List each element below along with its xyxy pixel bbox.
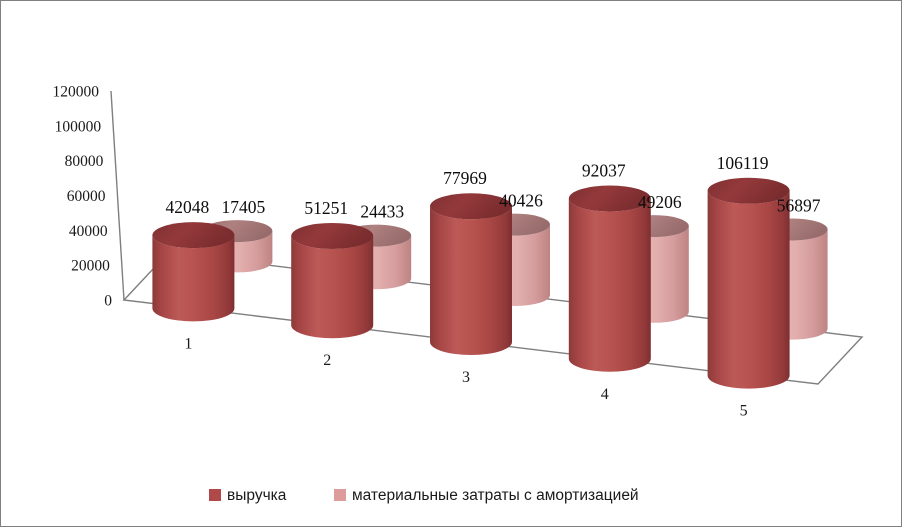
data-label-front-3: 77969 [443,168,487,188]
data-label-back-1: 17405 [222,197,266,217]
x-axis-label-4: 4 [601,386,609,403]
y-axis-tick-label: 20000 [71,258,110,275]
y-axis-tick-label: 80000 [65,153,104,170]
data-label-back-4: 49206 [638,192,682,212]
bar-front-3 [430,193,512,355]
y-axis-line [110,90,125,301]
x-axis-label-5: 5 [740,403,748,420]
x-axis-label-3: 3 [462,369,470,386]
legend-label-2: материальные затраты с амортизацией [352,487,639,504]
legend-item-1[interactable]: выручка [209,487,287,504]
bar-front-1 [152,222,235,322]
legend-swatch-1 [209,489,221,501]
y-axis-tick-label: 120000 [53,84,100,101]
data-label-back-5: 56897 [777,196,821,216]
data-label-front-4: 92037 [582,161,626,181]
data-label-front-2: 51251 [304,198,348,218]
bar-front-4 [568,185,651,372]
chart-legend[interactable]: выручка материальные затраты с амортизаци… [209,487,639,504]
y-axis-tick-label: 100000 [55,118,102,135]
data-label-front-5: 106119 [717,153,769,173]
y-axis-tick-label: 40000 [69,223,108,240]
data-labels: 17405 42048 24433 51251 40426 77969 49206 92037… [166,153,821,222]
y-axis-tick-label: 60000 [67,188,106,205]
data-label-back-3: 40426 [499,191,543,211]
y-axis-tick-label: 0 [104,293,112,310]
legend-item-2[interactable]: материальные затраты с амортизацией [334,487,639,504]
chart-bars [152,177,828,389]
legend-label-1: выручка [227,487,287,504]
legend-swatch-2 [334,489,346,501]
x-axis-label-1: 1 [184,335,192,352]
bar-front-2 [291,222,374,339]
x-axis-label-2: 2 [323,352,331,369]
y-axis-tick-labels: 0 20000 40000 60000 80000 100000 120000 [53,84,113,310]
bar-front-5 [707,177,790,389]
x-axis-category-labels: 1 2 3 4 5 [184,335,747,419]
data-label-front-1: 42048 [166,197,210,217]
data-label-back-2: 24433 [360,202,404,222]
